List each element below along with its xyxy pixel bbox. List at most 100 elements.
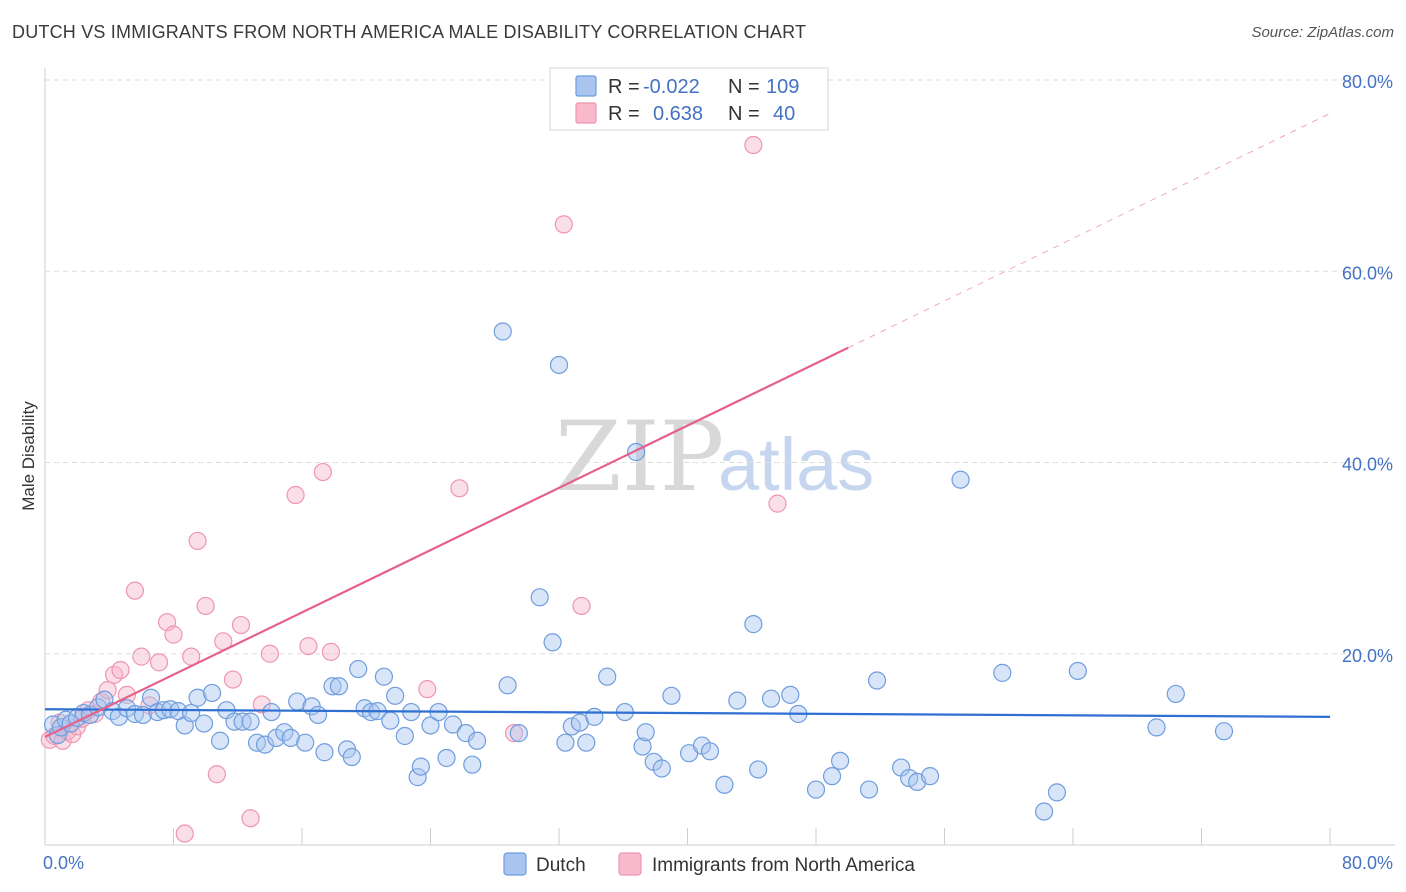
dutch-point [443,715,463,734]
imm-point [768,494,787,513]
dutch-point [509,724,528,743]
dutch-point [202,683,222,703]
x-tick-labels: 0.0% 80.0% [43,853,1393,873]
dutch-point [577,733,596,752]
imm-point [744,135,763,155]
dutch-point [530,588,549,607]
dutch-point [281,728,300,748]
dutch-point [411,757,430,776]
dutch-point [421,716,440,735]
y-tick-label: 60.0% [1342,263,1393,283]
dutch-point [386,686,405,705]
dutch-point [633,737,652,756]
legend-r-label-dutch: R = [608,76,640,98]
legend-bottom-dutch-label: Dutch [536,855,586,876]
dutch-point [296,733,315,752]
axes [44,68,1395,846]
legend-dutch-swatch [575,75,597,97]
imm-point [418,680,437,699]
watermark-zip: ZIP [555,401,724,513]
dutch-point [308,705,328,725]
legend-top: R = -0.022 N = 109 R = 0.638 N = 40 [549,67,829,131]
dutch-point [498,676,517,695]
dutch-trend-line [44,708,1331,718]
dutch-point [993,663,1012,682]
dutch-point [543,633,562,652]
imm-point [504,724,524,743]
imm-point [321,642,341,661]
imm-point [286,485,305,505]
y-tick-label: 40.0% [1342,455,1393,475]
dutch-point [715,775,734,794]
dutch-point [951,470,970,489]
dutch-point [585,707,604,726]
dutch-point [830,751,850,770]
dutch-point [806,780,826,799]
dutch-point [493,322,512,341]
legend-n-value-imm: 40 [773,103,795,125]
dutch-point [315,743,334,762]
dutch-point [781,685,800,704]
imm-point [207,765,226,784]
dutch-point [463,755,482,774]
dutch-point [728,691,747,710]
imm-point [196,596,215,616]
trend-lines [44,113,1331,738]
legend-bottom-imm-swatch [618,852,642,876]
imm-point [231,615,251,635]
dutch-point [342,747,361,767]
x-tick-label-max: 80.0% [1342,853,1393,873]
imm-point [149,653,169,672]
dutch-point [662,686,681,705]
legend-r-value-imm: 0.638 [653,103,703,125]
dutch-point [329,677,349,696]
dutch-point [381,711,400,730]
imm-point [252,695,271,714]
y-tick-labels: 20.0% 40.0% 60.0% 80.0% [1342,72,1393,666]
imm-point [132,647,151,666]
dutch-point [749,760,768,779]
dutch-point [374,667,394,686]
y-tick-label: 80.0% [1342,72,1393,92]
legend-imm-swatch [575,102,597,124]
legend-n-value-dutch: 109 [766,76,799,98]
dutch-point [867,671,887,690]
watermark-atlas: atlas [718,423,874,506]
dutch-point [188,688,207,707]
dutch-point [194,714,214,733]
dutch-point [1068,661,1087,681]
dutch-point [598,667,617,686]
chart-title: DUTCH VS IMMIGRANTS FROM NORTH AMERICA M… [12,22,807,42]
legend-bottom-imm-label: Immigrants from North America [652,855,915,876]
dutch-point [437,748,456,768]
dutch-point [626,442,646,462]
imm-point [53,731,72,750]
legend-n-label-dutch: N = [728,76,760,98]
dutch-point [1214,722,1234,741]
legend-n-label-imm: N = [728,103,760,125]
legend-bottom-dutch-swatch [503,852,527,876]
dutch-point [349,659,368,679]
dutch-point [1147,718,1166,737]
dutch-point [636,723,655,742]
dutch-point [408,768,427,787]
x-tick-label-min: 0.0% [43,853,84,873]
y-tick-label: 20.0% [1342,646,1393,666]
dutch-point [920,767,940,786]
imm-point [175,824,194,843]
imm-point [572,596,591,616]
dutch-point [262,702,281,722]
dutch-point [1034,802,1054,821]
dutch-point [549,355,569,375]
dutch-point [744,615,763,634]
legend-r-value-dutch: -0.022 [643,76,700,98]
imm-point [260,644,279,663]
imm-point [450,479,469,498]
y-axis-label: Male Disability [19,401,38,511]
imm-point [164,625,183,644]
dutch-point [1166,684,1185,704]
dutch-point [182,703,201,723]
imm-point [313,462,332,482]
series-dutch-points [43,322,1234,821]
